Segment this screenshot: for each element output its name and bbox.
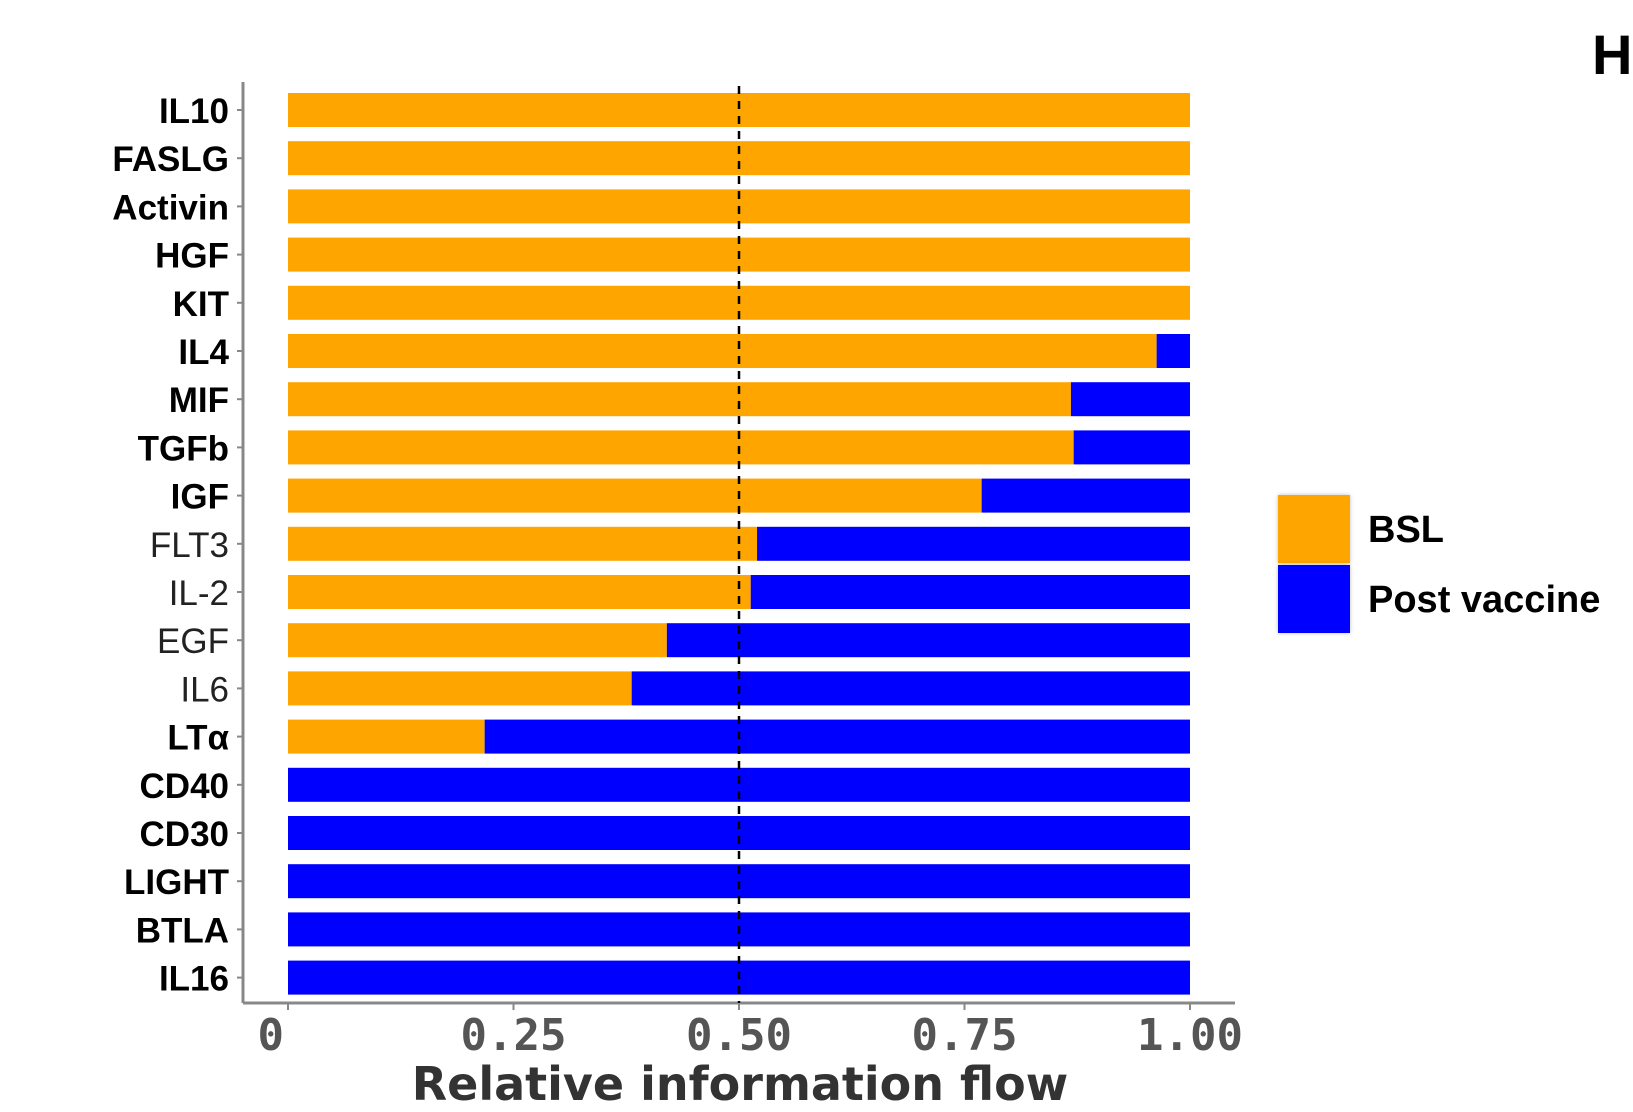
category-label-btla: BTLA	[136, 911, 229, 950]
category-label-tgfb: TGFb	[138, 429, 229, 468]
category-label-lt: LTα	[167, 719, 229, 758]
category-label-kit: KIT	[173, 285, 229, 324]
x-tick-label-0-50: 0.50	[686, 1010, 792, 1061]
category-label-activin: Activin	[112, 188, 229, 227]
legend-swatch-bsl	[1278, 495, 1350, 563]
category-label-faslg: FASLG	[112, 140, 229, 179]
category-label-flt3: FLT3	[150, 526, 229, 565]
bar-flt3-post-vaccine	[757, 526, 1190, 561]
panel-letter: H	[1592, 23, 1633, 86]
category-label-mif: MIF	[169, 381, 229, 420]
x-tick-labels: 0 0.25 0.50 0.75 1.00	[258, 1010, 1243, 1061]
x-tick-label-0-25: 0.25	[461, 1010, 567, 1061]
category-label-igf: IGF	[171, 478, 229, 517]
category-label-il6: IL6	[180, 670, 229, 709]
bars	[288, 93, 1190, 995]
category-label-hgf: HGF	[155, 237, 229, 276]
legend-label-post-vaccine: Post vaccine	[1368, 579, 1601, 621]
bar-mif-post-vaccine	[1070, 382, 1190, 417]
legend-swatch-post-vaccine	[1278, 565, 1350, 633]
bar-egf-bsl	[288, 623, 667, 658]
bar-egf-post-vaccine	[666, 623, 1190, 658]
bar-flt3-bsl	[288, 526, 758, 561]
category-label-il-2: IL-2	[169, 574, 229, 613]
axes	[237, 82, 1235, 1010]
bar-il4-bsl	[288, 334, 1157, 368]
x-tick-label-0: 0	[258, 1010, 285, 1061]
category-label-cd40: CD40	[140, 767, 229, 806]
bar-il6-bsl	[288, 671, 632, 706]
x-tick-label-1-00: 1.00	[1137, 1010, 1243, 1061]
category-label-egf: EGF	[157, 622, 229, 661]
bar-il-2-bsl	[288, 575, 751, 609]
bar-mif-bsl	[288, 382, 1071, 417]
bar-igf-post-vaccine	[981, 478, 1190, 513]
bar-il6-post-vaccine	[631, 671, 1190, 706]
x-tick-label-0-75: 0.75	[912, 1010, 1018, 1061]
bar-lt-bsl	[288, 719, 485, 754]
category-labels: IL10 FASLG Activin HGF KIT IL4 MIF TGFb IGF FLT3 I…	[112, 92, 229, 999]
bar-tgfb-bsl	[288, 430, 1074, 465]
category-label-il16: IL16	[159, 960, 229, 999]
category-label-il4: IL4	[178, 333, 229, 372]
category-label-cd30: CD30	[140, 815, 229, 854]
bar-tgfb-post-vaccine	[1073, 430, 1190, 465]
category-label-il10: IL10	[159, 92, 229, 131]
x-axis-label: Relative information flow	[412, 1057, 1069, 1111]
bar-il-2-post-vaccine	[750, 575, 1190, 609]
bar-igf-bsl	[288, 478, 982, 513]
bar-lt-post-vaccine	[484, 719, 1190, 754]
legend-label-bsl: BSL	[1368, 509, 1444, 551]
bar-il4-post-vaccine	[1156, 334, 1190, 368]
category-label-light: LIGHT	[124, 863, 229, 902]
